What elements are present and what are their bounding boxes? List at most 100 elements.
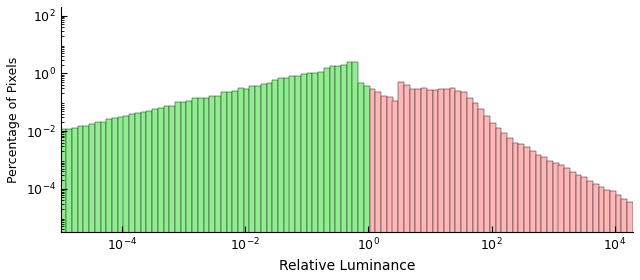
- Bar: [415, 89, 421, 280]
- Bar: [215, 96, 221, 280]
- Bar: [604, 190, 610, 280]
- Bar: [272, 80, 278, 280]
- Bar: [541, 157, 547, 280]
- Bar: [335, 66, 341, 280]
- Bar: [501, 133, 507, 280]
- Bar: [261, 84, 267, 280]
- Bar: [89, 124, 95, 280]
- Bar: [370, 89, 375, 280]
- Bar: [518, 144, 524, 280]
- Bar: [221, 92, 227, 280]
- Bar: [513, 143, 518, 280]
- Bar: [295, 76, 301, 280]
- Bar: [180, 102, 186, 280]
- Bar: [77, 126, 83, 280]
- Bar: [581, 178, 587, 280]
- Bar: [330, 66, 335, 280]
- Bar: [170, 106, 175, 280]
- X-axis label: Relative Luminance: Relative Luminance: [278, 259, 415, 273]
- Bar: [507, 138, 513, 280]
- Bar: [284, 78, 289, 280]
- Bar: [547, 161, 553, 280]
- Bar: [95, 122, 100, 280]
- Bar: [598, 187, 604, 280]
- Bar: [553, 163, 559, 280]
- Bar: [478, 109, 484, 280]
- Bar: [421, 88, 427, 280]
- Bar: [564, 168, 570, 280]
- Bar: [186, 101, 192, 280]
- Bar: [444, 89, 450, 280]
- Bar: [129, 114, 135, 280]
- Bar: [227, 92, 232, 280]
- Bar: [175, 102, 180, 280]
- Bar: [158, 108, 164, 280]
- Bar: [147, 111, 152, 280]
- Bar: [307, 73, 312, 280]
- Bar: [118, 117, 124, 280]
- Bar: [387, 97, 392, 280]
- Bar: [398, 82, 404, 280]
- Bar: [204, 98, 209, 280]
- Bar: [530, 151, 536, 280]
- Bar: [621, 199, 627, 280]
- Bar: [238, 88, 244, 280]
- Bar: [83, 126, 89, 280]
- Bar: [627, 202, 633, 280]
- Bar: [341, 65, 347, 280]
- Bar: [438, 89, 444, 280]
- Bar: [456, 91, 461, 280]
- Bar: [318, 71, 324, 280]
- Bar: [324, 69, 330, 280]
- Bar: [124, 116, 129, 280]
- Bar: [198, 98, 204, 280]
- Bar: [616, 195, 621, 280]
- Bar: [484, 116, 490, 280]
- Y-axis label: Percentage of Pixels: Percentage of Pixels: [7, 56, 20, 183]
- Bar: [135, 113, 141, 280]
- Bar: [593, 184, 598, 280]
- Bar: [164, 106, 170, 280]
- Bar: [250, 86, 255, 280]
- Bar: [610, 191, 616, 280]
- Bar: [404, 85, 410, 280]
- Bar: [587, 181, 593, 280]
- Bar: [410, 88, 415, 280]
- Bar: [364, 86, 370, 280]
- Bar: [467, 98, 473, 280]
- Bar: [278, 78, 284, 280]
- Bar: [301, 74, 307, 280]
- Bar: [72, 128, 77, 280]
- Bar: [495, 128, 501, 280]
- Bar: [575, 175, 581, 280]
- Bar: [100, 122, 106, 280]
- Bar: [312, 73, 318, 280]
- Bar: [559, 165, 564, 280]
- Bar: [106, 119, 112, 280]
- Bar: [255, 87, 261, 280]
- Bar: [381, 96, 387, 280]
- Bar: [392, 101, 398, 280]
- Bar: [209, 96, 215, 280]
- Bar: [232, 91, 238, 280]
- Bar: [112, 118, 118, 280]
- Bar: [375, 92, 381, 280]
- Bar: [450, 88, 456, 280]
- Bar: [524, 148, 530, 280]
- Bar: [536, 155, 541, 280]
- Bar: [490, 123, 495, 280]
- Bar: [427, 90, 433, 280]
- Bar: [461, 92, 467, 280]
- Bar: [67, 129, 72, 280]
- Bar: [358, 83, 364, 280]
- Bar: [244, 89, 250, 280]
- Bar: [353, 62, 358, 280]
- Bar: [61, 129, 67, 280]
- Bar: [289, 76, 295, 280]
- Bar: [152, 109, 158, 280]
- Bar: [141, 112, 147, 280]
- Bar: [347, 62, 353, 280]
- Bar: [192, 98, 198, 280]
- Bar: [433, 90, 438, 280]
- Bar: [267, 83, 273, 280]
